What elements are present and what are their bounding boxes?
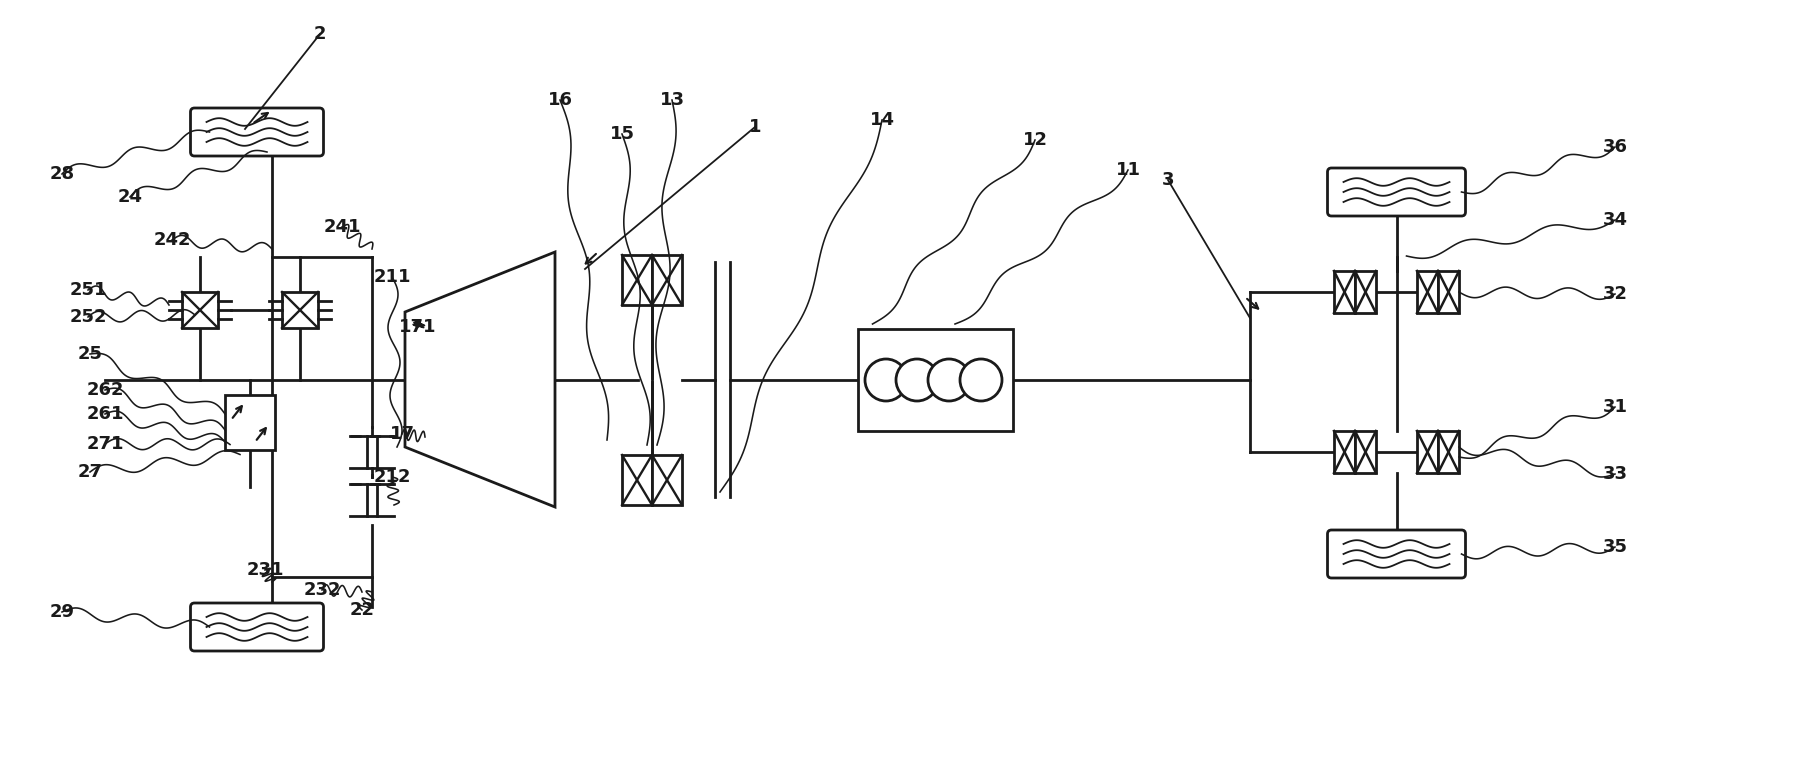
- Text: 241: 241: [323, 218, 360, 236]
- Bar: [282, 292, 317, 328]
- Text: 2: 2: [314, 25, 326, 43]
- Text: 261: 261: [86, 405, 124, 423]
- Polygon shape: [405, 252, 556, 507]
- Text: 24: 24: [118, 188, 142, 206]
- Text: 1: 1: [749, 118, 762, 136]
- Text: 32: 32: [1603, 285, 1628, 303]
- Text: 262: 262: [86, 381, 124, 399]
- Bar: [183, 292, 219, 328]
- Bar: [1334, 271, 1356, 313]
- Text: 251: 251: [70, 281, 108, 299]
- Text: 171: 171: [400, 318, 437, 336]
- Text: 252: 252: [70, 308, 108, 326]
- Text: 271: 271: [86, 435, 124, 453]
- Bar: [1438, 431, 1460, 473]
- Bar: [224, 395, 274, 450]
- FancyBboxPatch shape: [190, 108, 323, 156]
- Text: 13: 13: [660, 91, 685, 109]
- Text: 35: 35: [1603, 538, 1628, 556]
- Text: 15: 15: [610, 125, 635, 143]
- Circle shape: [864, 359, 907, 401]
- Text: 25: 25: [77, 345, 102, 363]
- Text: 231: 231: [246, 561, 283, 579]
- Text: 11: 11: [1115, 161, 1140, 179]
- Bar: [653, 455, 681, 505]
- Text: 16: 16: [547, 91, 572, 109]
- Text: 33: 33: [1603, 465, 1628, 483]
- Bar: [1438, 271, 1460, 313]
- Text: 212: 212: [373, 468, 411, 486]
- Bar: [1356, 271, 1375, 313]
- Text: 3: 3: [1162, 171, 1174, 189]
- Bar: [857, 329, 1013, 431]
- Circle shape: [896, 359, 938, 401]
- FancyBboxPatch shape: [190, 603, 323, 651]
- Text: 12: 12: [1022, 131, 1047, 149]
- Text: 34: 34: [1603, 211, 1628, 229]
- Bar: [1334, 431, 1356, 473]
- Text: 36: 36: [1603, 138, 1628, 156]
- Bar: [622, 255, 653, 305]
- Bar: [622, 455, 653, 505]
- FancyBboxPatch shape: [1327, 530, 1465, 578]
- Text: 211: 211: [373, 268, 411, 286]
- Text: 232: 232: [303, 581, 341, 599]
- Text: 22: 22: [350, 601, 375, 619]
- Bar: [1416, 271, 1438, 313]
- Bar: [1356, 431, 1375, 473]
- Bar: [653, 255, 681, 305]
- Bar: [1416, 431, 1438, 473]
- Text: 29: 29: [50, 603, 75, 621]
- Text: 27: 27: [77, 463, 102, 481]
- Text: 31: 31: [1603, 398, 1628, 416]
- Circle shape: [959, 359, 1002, 401]
- FancyBboxPatch shape: [1327, 168, 1465, 216]
- Text: 242: 242: [152, 231, 190, 249]
- Text: 28: 28: [50, 165, 75, 183]
- Text: 14: 14: [870, 111, 895, 129]
- Text: 17: 17: [389, 425, 414, 443]
- Circle shape: [929, 359, 970, 401]
